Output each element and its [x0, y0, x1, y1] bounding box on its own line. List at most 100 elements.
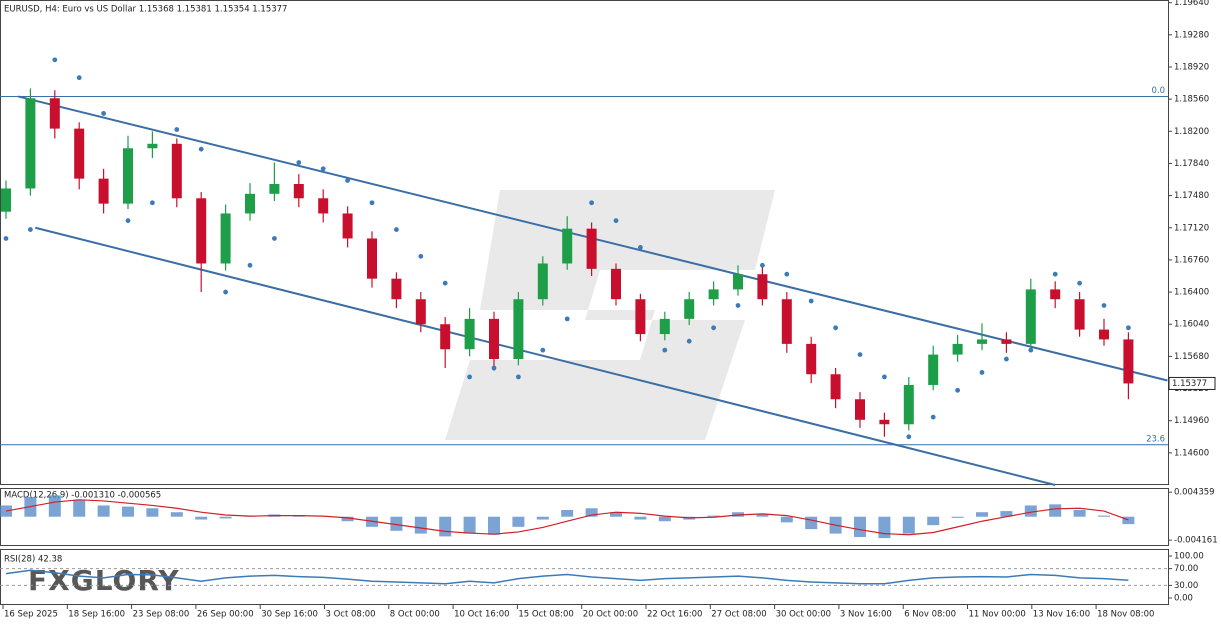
candle-body: [806, 343, 817, 375]
y-tick-label: 1.17840: [1174, 159, 1209, 169]
candle-body: [25, 98, 36, 189]
y-tick-label: 1.16760: [1174, 255, 1209, 265]
x-tick-label: 6 Nov 08:00: [904, 610, 956, 620]
sar-dot: [979, 370, 985, 375]
sar-dot: [1126, 325, 1131, 331]
x-tick-label: 23 Sep 08:00: [133, 610, 190, 620]
watermark: FXGLORY: [28, 564, 180, 597]
macd-bar: [341, 516, 354, 522]
price-box-label: 1.15377: [1172, 379, 1207, 389]
macd-bar: [146, 508, 159, 517]
candle-body: [123, 148, 133, 204]
candle-body: [708, 289, 719, 300]
candle-body: [318, 198, 329, 214]
candle-body: [49, 98, 60, 129]
candle-body: [74, 128, 85, 179]
x-tick-label: 18 Sep 16:00: [68, 610, 125, 620]
sar-dot: [955, 387, 960, 393]
sar-dot: [930, 414, 936, 420]
channel-line: [35, 226, 1056, 486]
fib-label: 0.0: [1151, 86, 1165, 96]
macd-bar: [1122, 516, 1135, 525]
sar-dot: [711, 325, 716, 331]
candle-body: [879, 419, 890, 425]
candle-body: [977, 339, 987, 344]
macd-bar: [170, 512, 183, 517]
macd-bar: [390, 516, 403, 531]
rsi-label: RSI(28) 42.38: [4, 555, 62, 565]
sar-dot: [1052, 271, 1058, 277]
macd-bar: [512, 516, 525, 527]
candle-body: [1074, 299, 1085, 330]
candle-body: [562, 228, 573, 264]
x-tick-label: 16 Sep 2025: [4, 610, 58, 620]
y-tick-label: 1.14600: [1174, 448, 1209, 458]
macd-bar: [414, 516, 427, 534]
macd-bar: [73, 499, 86, 517]
macd-bar: [536, 516, 549, 520]
rsi-tick-label: 70.00: [1174, 564, 1198, 574]
sar-dot: [174, 127, 180, 132]
candle-body: [269, 183, 280, 194]
sar-dot: [442, 280, 448, 286]
candle-body: [367, 238, 377, 279]
macd-bar: [976, 512, 988, 517]
x-tick-label: 15 Oct 08:00: [518, 610, 573, 620]
candle-body: [1050, 289, 1061, 300]
sar-dot: [686, 338, 692, 344]
x-tick-label: 3 Nov 16:00: [840, 610, 892, 620]
candle-body: [220, 213, 231, 264]
candle-body: [684, 299, 695, 319]
macd-bar: [951, 516, 964, 518]
main-pane: [0, 0, 1169, 485]
sar-dot: [516, 374, 521, 380]
sar-dot: [76, 75, 82, 81]
candle-body: [757, 274, 768, 300]
candle-body: [1, 188, 11, 212]
y-tick-label: 1.14960: [1174, 416, 1209, 426]
sar-dot: [320, 166, 326, 172]
sar-dot: [1028, 347, 1034, 353]
candle-body: [586, 228, 597, 269]
candle-body: [171, 143, 182, 199]
sar-dot: [28, 227, 33, 232]
macd-bar: [561, 509, 574, 517]
candle-body: [733, 274, 743, 290]
y-tick-label: 1.18200: [1174, 127, 1209, 137]
sar-dot: [760, 262, 765, 268]
candle-body: [1001, 339, 1012, 344]
rsi-tick-label: 30.00: [1174, 581, 1198, 591]
candle-body: [245, 193, 255, 214]
macd-bar: [488, 516, 500, 535]
macd-bar: [634, 516, 647, 520]
sar-dot: [394, 227, 399, 232]
sar-dot: [638, 245, 643, 250]
candle-body: [611, 268, 621, 300]
sar-dot: [1004, 356, 1009, 362]
macd-bar: [48, 495, 61, 517]
y-tick-label: 1.19640: [1174, 0, 1209, 8]
candle-body: [342, 213, 353, 239]
y-tick-label: 1.18920: [1174, 62, 1209, 72]
macd-bar: [195, 516, 208, 520]
candle-body: [415, 299, 426, 325]
candle-body: [513, 299, 524, 360]
sar-dot: [296, 160, 302, 165]
macd-bar: [756, 513, 769, 517]
candle-body: [781, 299, 792, 344]
y-tick-label: 1.17480: [1174, 191, 1209, 201]
sar-dot: [564, 316, 570, 322]
candle-body: [537, 263, 548, 300]
macd-bar: [610, 512, 622, 517]
x-tick-label: 30 Sep 16:00: [261, 610, 318, 620]
sar-dot: [418, 253, 424, 259]
macd-tick-label: -0.004161: [1174, 536, 1218, 546]
macd-tick-label: 0.004359: [1174, 488, 1215, 498]
candle-body: [440, 324, 451, 350]
candle-body: [635, 299, 646, 335]
macd-bar: [927, 516, 940, 526]
sar-dot: [784, 271, 790, 277]
candle-body: [830, 374, 841, 400]
sar-dot: [1101, 303, 1107, 308]
